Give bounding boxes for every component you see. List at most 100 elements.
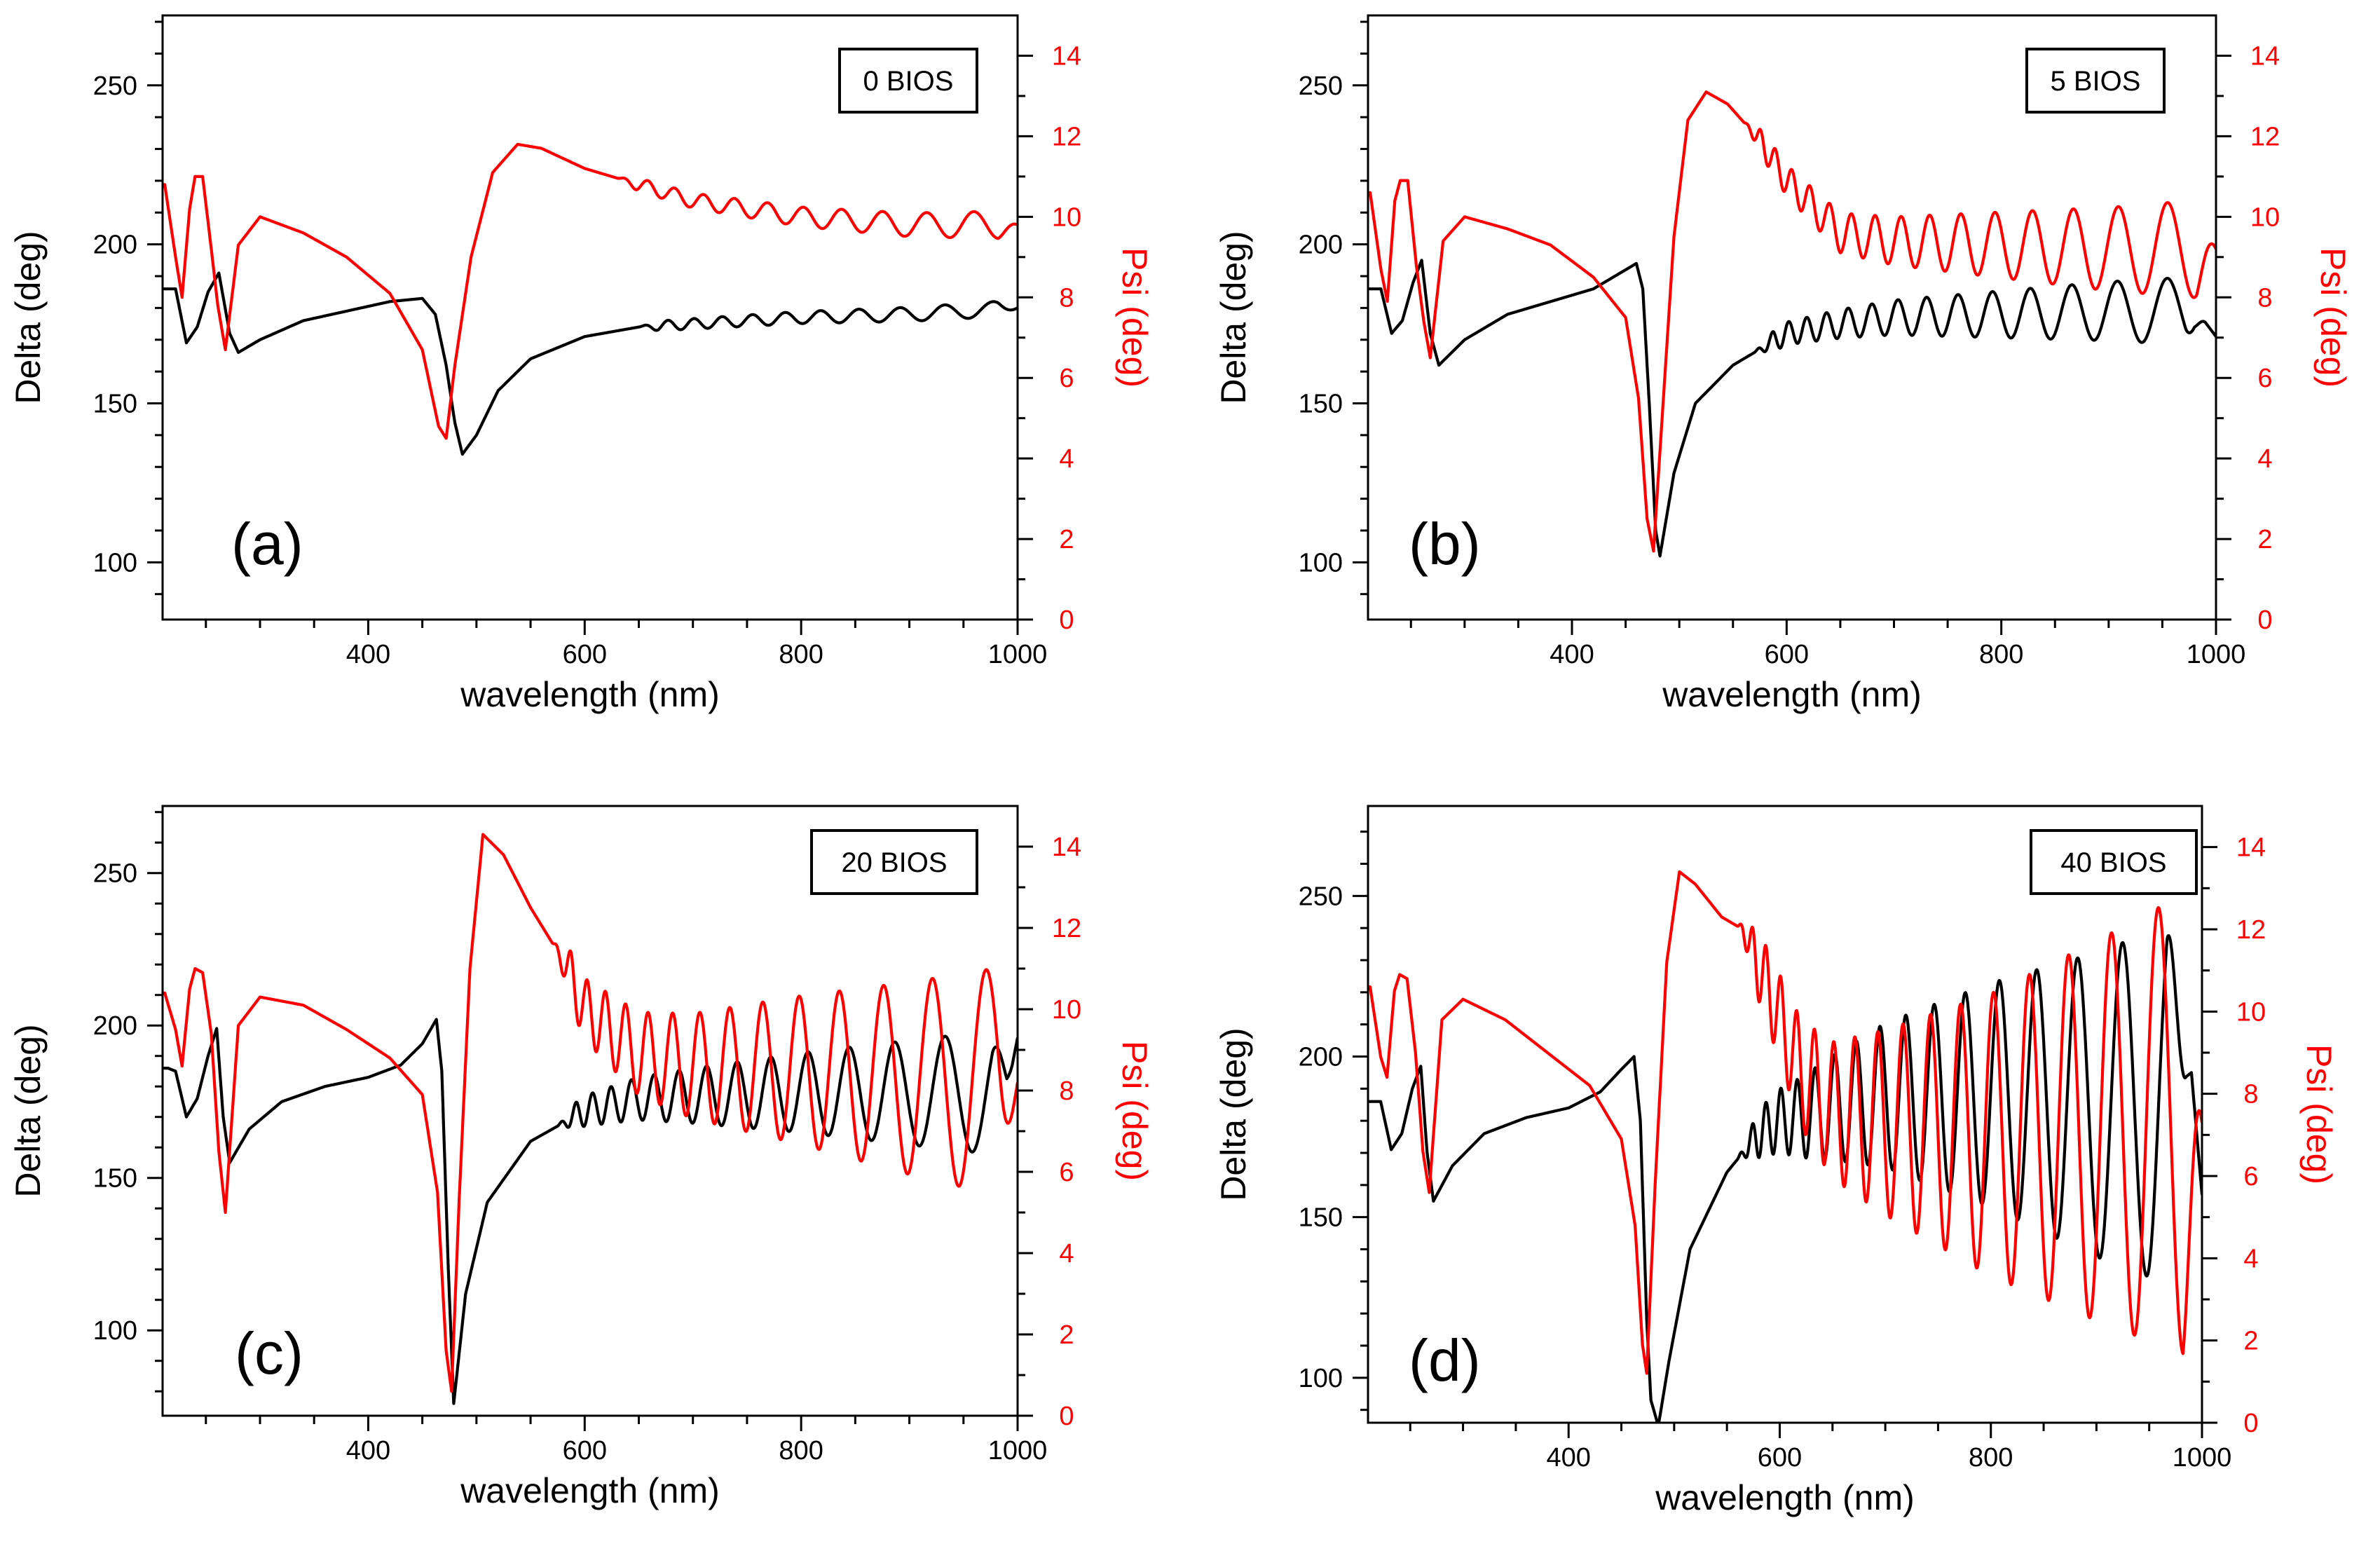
x-tick-label: 800 bbox=[779, 640, 823, 669]
sample-badge-label: 20 BIOS bbox=[841, 847, 947, 878]
y-right-tick-label: 6 bbox=[2257, 364, 2272, 393]
plot-area bbox=[163, 833, 1018, 1405]
y-right-axis-title: Psi (deg) bbox=[1115, 1041, 1154, 1181]
y-left-tick-label: 200 bbox=[93, 1011, 137, 1041]
y-right-tick-label: 4 bbox=[2257, 444, 2272, 474]
y-right-tick-label: 0 bbox=[2257, 606, 2272, 635]
chart-panel-a: 400 600 800 1000 100 150 200 250 0 2 4 6 8 10 12 14 Delt… bbox=[8, 14, 1154, 714]
y-right-tick-label: 12 bbox=[1052, 914, 1081, 943]
y-right-tick-label: 10 bbox=[2236, 997, 2266, 1027]
y-left-axis-title: Delta (deg) bbox=[8, 231, 48, 404]
x-tick-label: 1000 bbox=[2187, 640, 2246, 669]
chart-panel-b: 400 600 800 1000 100 150 200 250 0 2 4 6 8 10 12 14 Delt… bbox=[1214, 14, 2353, 714]
y-right-tick-label: 10 bbox=[1052, 995, 1081, 1025]
y-right-tick-label: 4 bbox=[1059, 444, 1074, 474]
x-axis-title: wavelength (nm) bbox=[460, 675, 720, 714]
y-right-tick-label: 8 bbox=[1059, 283, 1074, 313]
y-left-axis-title: Delta (deg) bbox=[1214, 231, 1253, 404]
plot-frame bbox=[1367, 14, 2217, 621]
y-right-tick-label: 2 bbox=[1059, 525, 1074, 554]
plot-area bbox=[1368, 870, 2202, 1423]
y-left-axis-title: Delta (deg) bbox=[1214, 1027, 1253, 1201]
x-axis-title: wavelength (nm) bbox=[1662, 675, 1922, 714]
series-line-psi bbox=[163, 833, 1018, 1393]
sample-badge-label: 0 BIOS bbox=[863, 66, 954, 97]
y-right-tick-label: 4 bbox=[1059, 1239, 1074, 1269]
y-right-tick-label: 4 bbox=[2243, 1244, 2258, 1273]
y-right-tick-label: 14 bbox=[1052, 833, 1081, 862]
y-right-axis-title: Psi (deg) bbox=[2313, 247, 2353, 388]
y-right-tick-label: 12 bbox=[2250, 122, 2280, 151]
y-left-axis-title: Delta (deg) bbox=[8, 1024, 48, 1197]
plot-area bbox=[1368, 90, 2216, 558]
series-line-psi bbox=[163, 142, 1018, 440]
sample-badge-label: 5 BIOS bbox=[2051, 66, 2141, 97]
y-right-axis-title: Psi (deg) bbox=[1115, 247, 1154, 388]
sample-badge-label: 40 BIOS bbox=[2060, 847, 2166, 878]
y-left-tick-label: 250 bbox=[1299, 882, 1343, 911]
series-line-delta bbox=[163, 271, 1018, 456]
series-line-delta bbox=[163, 1018, 1018, 1405]
series-line-delta bbox=[1368, 259, 2216, 558]
y-left-tick-label: 200 bbox=[1299, 1043, 1343, 1072]
x-tick-label: 600 bbox=[563, 1436, 607, 1465]
x-tick-label: 600 bbox=[1758, 1443, 1802, 1472]
y-right-tick-label: 6 bbox=[2243, 1162, 2258, 1191]
x-tick-label: 1000 bbox=[988, 1436, 1048, 1465]
y-right-tick-label: 10 bbox=[2250, 203, 2280, 232]
x-tick-label: 400 bbox=[1550, 640, 1594, 669]
x-tick-label: 600 bbox=[563, 640, 607, 669]
plot-frame bbox=[161, 805, 1019, 1417]
x-axis-title: wavelength (nm) bbox=[460, 1471, 720, 1510]
x-tick-label: 1000 bbox=[988, 640, 1048, 669]
panel-letter: (c) bbox=[235, 1320, 303, 1386]
y-right-tick-label: 2 bbox=[2243, 1327, 2258, 1356]
sample-badge-box bbox=[2030, 829, 2198, 895]
y-left-tick-label: 250 bbox=[1299, 71, 1343, 101]
y-left-tick-label: 150 bbox=[93, 389, 137, 418]
y-right-tick-label: 12 bbox=[2236, 915, 2266, 945]
plot-frame bbox=[161, 14, 1019, 621]
y-left-tick-label: 250 bbox=[93, 71, 137, 101]
series-line-psi bbox=[1368, 90, 2216, 553]
sample-badge-box bbox=[810, 829, 978, 895]
x-tick-label: 1000 bbox=[2173, 1443, 2232, 1472]
y-right-tick-label: 2 bbox=[2257, 525, 2272, 554]
sample-badge-box bbox=[2025, 48, 2166, 114]
chart-panel-d: 400 600 800 1000 100 150 200 250 0 2 4 6 8 10 12 14 Delt… bbox=[1214, 805, 2339, 1517]
series-line-delta bbox=[1368, 934, 2202, 1423]
x-tick-label: 800 bbox=[779, 1436, 823, 1465]
y-right-tick-label: 10 bbox=[1052, 203, 1081, 232]
y-right-tick-label: 0 bbox=[2243, 1409, 2258, 1438]
panel-letter: (b) bbox=[1409, 511, 1481, 577]
x-tick-label: 400 bbox=[1546, 1443, 1590, 1472]
panel-letter: (d) bbox=[1409, 1327, 1481, 1393]
y-right-tick-label: 8 bbox=[2243, 1080, 2258, 1109]
y-left-tick-label: 150 bbox=[1299, 1203, 1343, 1233]
y-right-tick-label: 14 bbox=[2250, 41, 2280, 71]
y-left-tick-label: 250 bbox=[93, 859, 137, 889]
y-right-axis-title: Psi (deg) bbox=[2299, 1044, 2339, 1184]
x-tick-label: 400 bbox=[346, 1436, 390, 1465]
y-left-tick-label: 100 bbox=[93, 548, 137, 578]
y-left-tick-label: 200 bbox=[93, 231, 137, 260]
x-tick-label: 600 bbox=[1765, 640, 1809, 669]
y-left-tick-label: 100 bbox=[1299, 548, 1343, 578]
x-tick-label: 400 bbox=[346, 640, 390, 669]
y-right-tick-label: 6 bbox=[1059, 1158, 1074, 1187]
y-right-tick-label: 14 bbox=[1052, 41, 1081, 71]
sample-badge-box bbox=[838, 48, 978, 114]
y-left-tick-label: 100 bbox=[1299, 1364, 1343, 1393]
y-left-tick-label: 150 bbox=[93, 1164, 137, 1194]
y-right-tick-label: 14 bbox=[2236, 833, 2266, 863]
y-left-tick-label: 200 bbox=[1299, 231, 1343, 260]
x-tick-label: 800 bbox=[1969, 1443, 2013, 1472]
y-right-tick-label: 12 bbox=[1052, 122, 1081, 151]
y-right-tick-label: 0 bbox=[1059, 1402, 1074, 1431]
y-right-tick-label: 8 bbox=[1059, 1077, 1074, 1106]
panel-letter: (a) bbox=[231, 511, 303, 577]
series-line-psi bbox=[1368, 870, 2202, 1375]
x-axis-title: wavelength (nm) bbox=[1655, 1478, 1915, 1517]
